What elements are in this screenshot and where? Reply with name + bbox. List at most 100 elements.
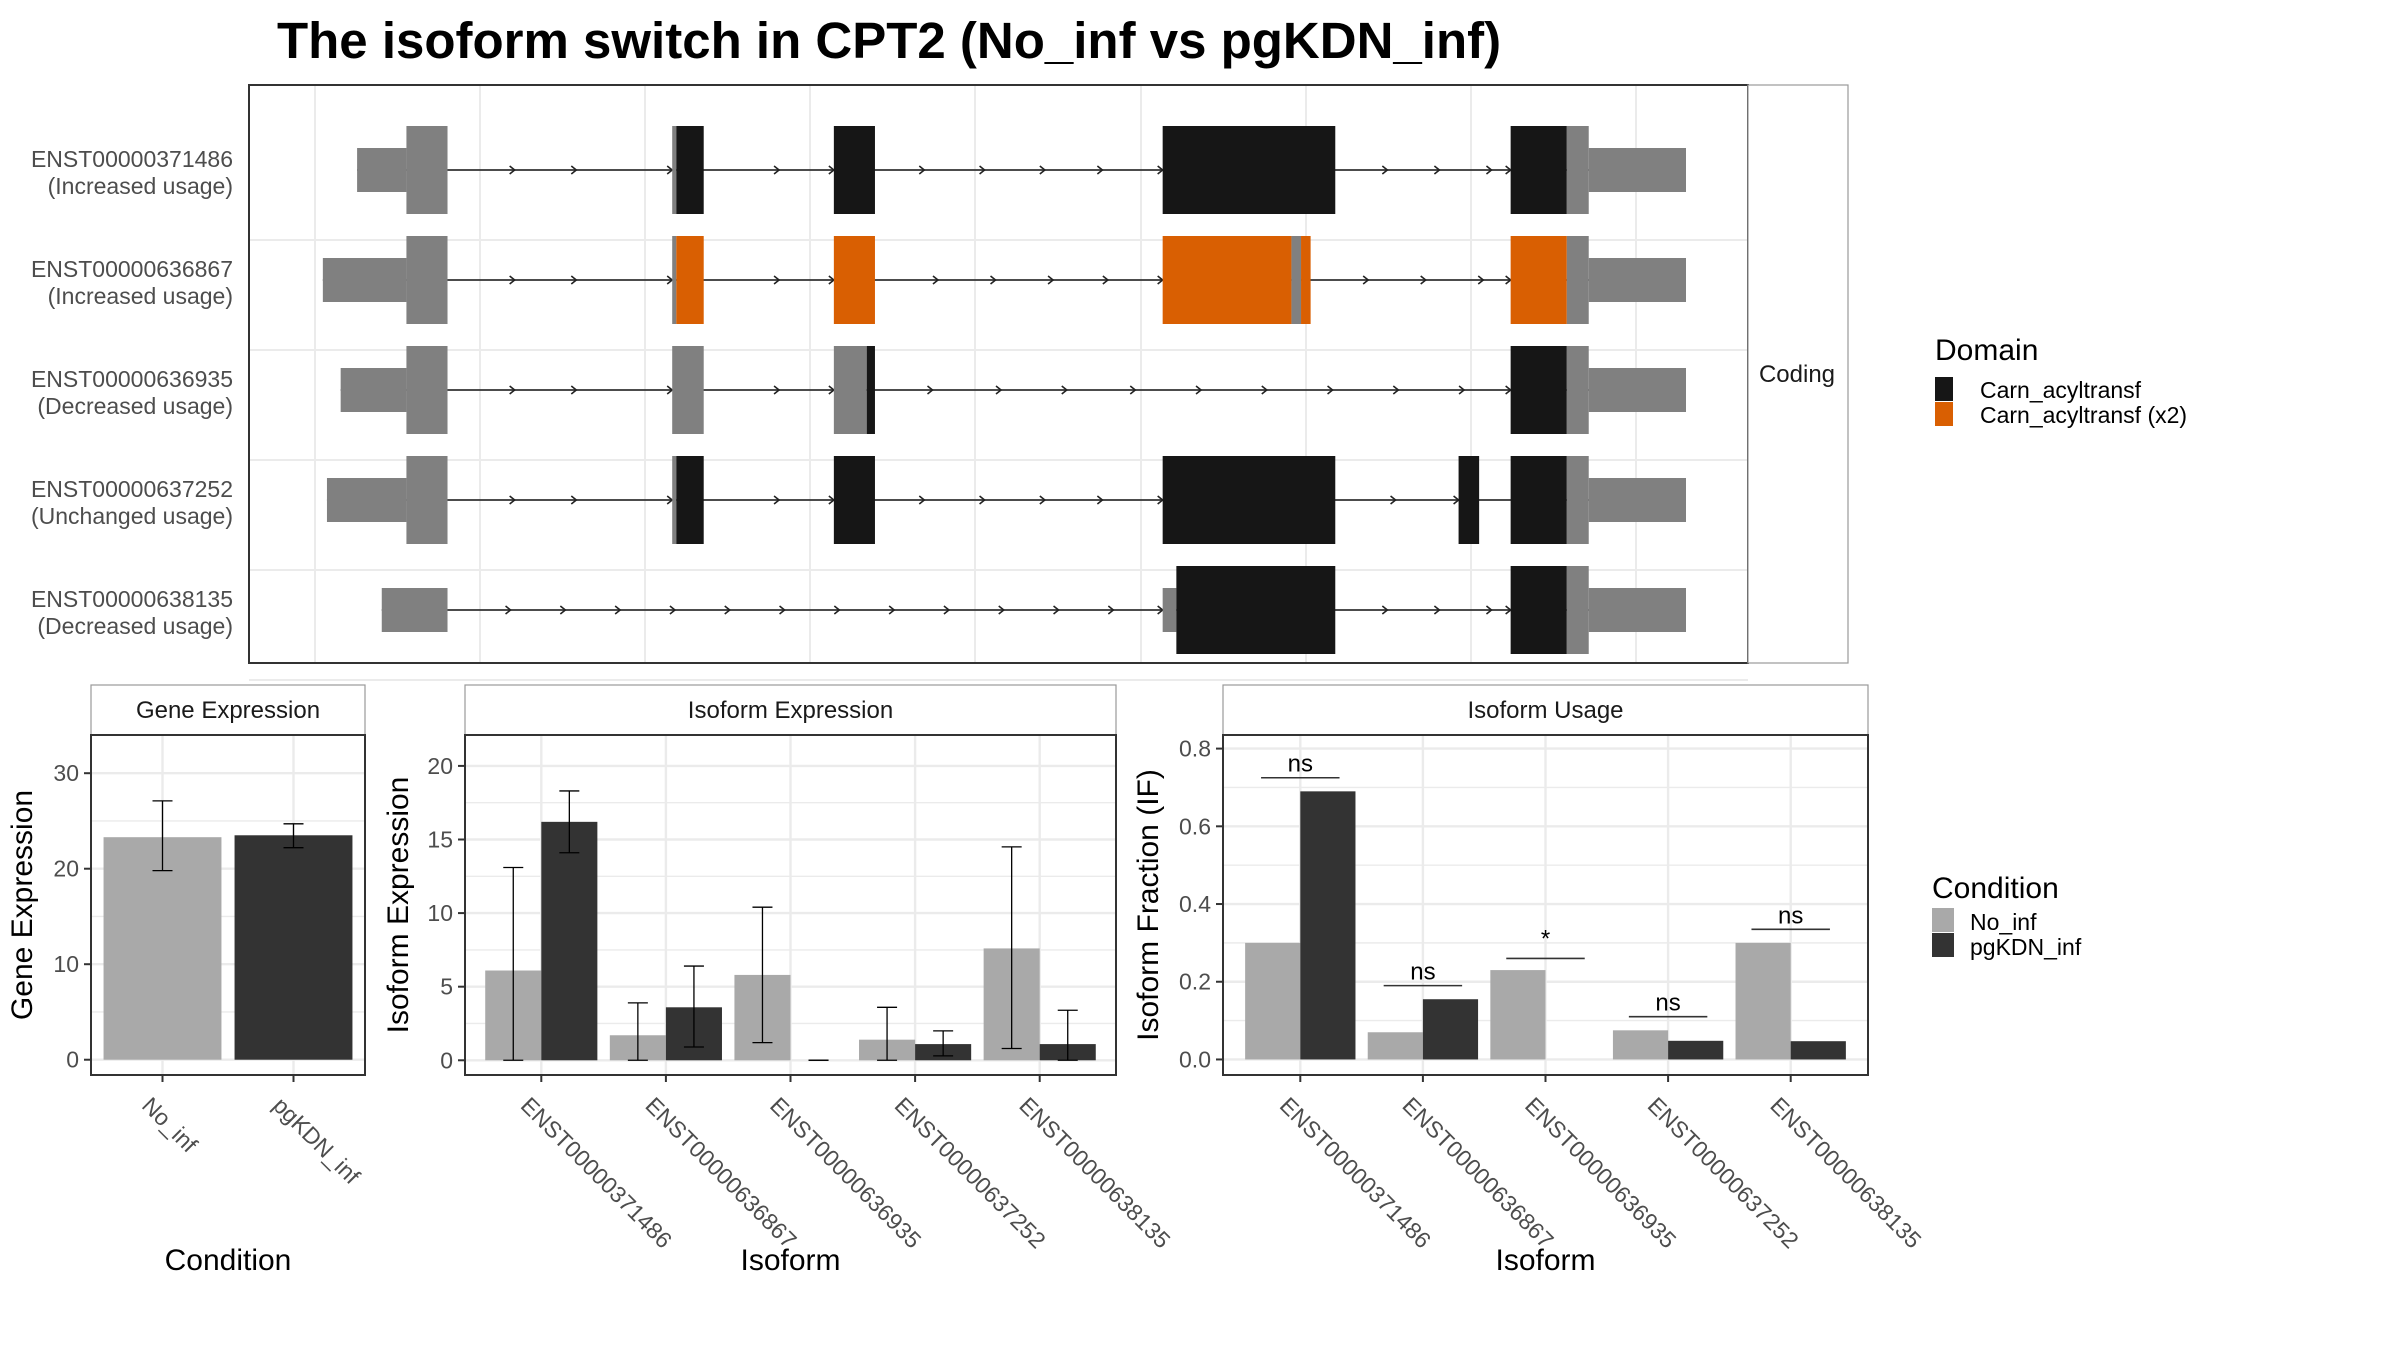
strand-arrow-icon — [779, 605, 786, 615]
exon-carn — [833, 456, 875, 544]
exon-utr-tall — [672, 456, 677, 544]
strand-arrow-icon — [1327, 385, 1334, 395]
exon-utr-tall — [672, 236, 677, 324]
y-tick-label: 20 — [427, 753, 453, 779]
domain-legend: Domain Carn_acyltransf Carn_acyltransf (… — [1935, 334, 2187, 428]
strand-arrow-icon — [724, 605, 732, 615]
strand-arrow-icon — [1485, 605, 1493, 615]
y-tick-label: 0 — [66, 1047, 79, 1073]
exon-utr-tall — [1566, 456, 1589, 544]
y-tick-label: 0.8 — [1179, 736, 1211, 762]
exon-carn — [1510, 456, 1567, 544]
legend-swatch-carn-acyltransf — [1935, 377, 1953, 401]
structure-plot-area — [249, 85, 1748, 663]
strand-arrow-icon — [509, 385, 516, 395]
strand-arrow-icon — [570, 165, 578, 175]
y-axis-title: Gene Expression — [6, 790, 39, 1020]
bar-pgKDN_inf — [234, 835, 353, 1060]
x-axis-title: Condition — [165, 1244, 292, 1277]
exon-carn — [866, 346, 875, 434]
exon-utr — [1588, 588, 1686, 632]
transcript-ENST00000371486 — [357, 126, 1686, 214]
strand-arrow-icon — [559, 605, 567, 615]
strand-arrow-icon — [888, 605, 896, 615]
panel-border — [90, 734, 366, 1076]
exon-utr — [1588, 148, 1686, 192]
exon-utr-tall — [1566, 346, 1589, 434]
exon-utr — [326, 478, 407, 522]
transcript-ENST00000638135 — [381, 566, 1686, 654]
transcript-ENST00000637252 — [326, 456, 1686, 544]
strand-arrow-icon — [509, 495, 516, 505]
significance-label: ns — [1778, 902, 1803, 929]
strand-arrow-icon — [1061, 385, 1069, 395]
exon-carn — [1510, 346, 1567, 434]
strand-arrow-icon — [669, 605, 677, 615]
strand-arrow-icon — [773, 275, 781, 285]
strand-arrow-icon — [509, 165, 516, 175]
exon-utr — [1588, 258, 1686, 302]
transcript-status-label: (Decreased usage) — [37, 393, 233, 419]
exon-carn — [1510, 566, 1567, 654]
exon-utr — [1588, 478, 1686, 522]
significance-label: ns — [1655, 990, 1680, 1017]
strand-arrow-icon — [1458, 385, 1466, 395]
exon-utr-tall — [406, 126, 448, 214]
strand-arrow-icon — [1195, 385, 1203, 395]
legend-label-pgkdn-inf: pgKDN_inf — [1970, 934, 2082, 960]
y-tick-label: 0 — [440, 1047, 453, 1073]
strand-arrow-icon — [505, 605, 512, 615]
y-tick-label: 20 — [53, 856, 79, 882]
strand-arrow-icon — [773, 495, 781, 505]
strand-arrow-icon — [570, 275, 578, 285]
exon-carn — [676, 126, 704, 214]
legend-swatch-carn-acyltransf-x2 — [1935, 402, 1953, 426]
bar-No_inf — [1245, 942, 1301, 1060]
legend-label-carn-acyltransf-x2: Carn_acyltransf (x2) — [1980, 402, 2187, 428]
exon-carn_x2 — [833, 236, 875, 324]
exon-utr — [322, 258, 407, 302]
exon-carn — [833, 126, 875, 214]
strand-arrow-icon — [995, 385, 1003, 395]
transcript-labels: ENST00000371486 (Increased usage) ENST0000… — [31, 146, 233, 639]
strand-arrow-icon — [1381, 605, 1389, 615]
domain-legend-title: Domain — [1935, 334, 2038, 367]
exon-utr — [1162, 588, 1177, 632]
transcript-status-label: (Increased usage) — [48, 283, 233, 309]
exon-carn_x2 — [676, 236, 704, 324]
transcript-status-label: (Unchanged usage) — [31, 503, 233, 529]
strand-arrow-icon — [1047, 275, 1055, 285]
condition-legend-title: Condition — [1932, 872, 2059, 905]
strand-arrow-icon — [1053, 605, 1060, 615]
bar-No_inf — [1735, 942, 1791, 1060]
exon-utr-tall — [1566, 126, 1589, 214]
strand-arrow-icon — [979, 165, 986, 175]
strand-arrow-icon — [1261, 385, 1269, 395]
transcript-id-label: ENST00000371486 — [31, 146, 233, 172]
significance-label: ns — [1410, 959, 1435, 986]
bar-No_inf — [103, 837, 222, 1060]
figure-title: The isoform switch in CPT2 (No_inf vs pg… — [277, 12, 1501, 69]
strand-arrow-icon — [509, 275, 516, 285]
bar-No_inf — [1490, 970, 1546, 1060]
bar-pgKDN_inf — [541, 821, 598, 1061]
strand-arrow-icon — [1102, 275, 1110, 285]
bar-No_inf — [1367, 1032, 1423, 1060]
panel-strip-title: Isoform Expression — [688, 697, 893, 724]
strand-arrow-icon — [990, 275, 997, 285]
x-axis-title: Isoform — [740, 1244, 840, 1277]
bar-pgKDN_inf — [1300, 791, 1356, 1060]
exon-utr — [381, 588, 448, 632]
exon-carn — [1162, 126, 1336, 214]
transcript-id-label: ENST00000638135 — [31, 586, 233, 612]
exon-utr — [340, 368, 407, 412]
strand-arrow-icon — [1420, 275, 1427, 285]
significance-label: * — [1541, 925, 1550, 952]
strand-arrow-icon — [1129, 385, 1137, 395]
panel-strip-title: Isoform Usage — [1467, 697, 1623, 724]
facet-label-coding: Coding — [1759, 361, 1835, 388]
y-tick-label: 0.6 — [1179, 813, 1211, 839]
bar-pgKDN_inf — [1422, 999, 1479, 1060]
y-tick-label: 5 — [440, 974, 453, 1000]
bar-pgKDN_inf — [1668, 1040, 1724, 1060]
